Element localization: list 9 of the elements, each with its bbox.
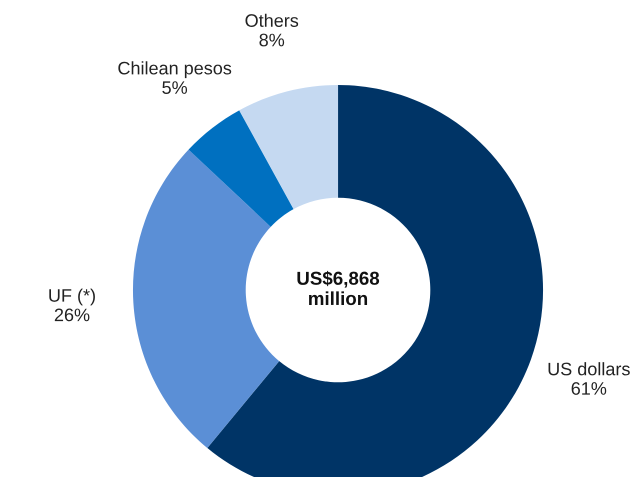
data-label: 8% <box>259 34 284 46</box>
data-label: 5% <box>162 81 188 94</box>
slice-label: UF (*) <box>49 288 95 306</box>
text: US$6,868 million <box>297 270 380 306</box>
slice-label: Others <box>245 14 298 27</box>
slice-label: US dollars <box>548 362 630 376</box>
data-label: 61% <box>572 382 606 395</box>
slice-label: Chilean pesos <box>118 61 232 78</box>
data-label: 26% <box>54 308 90 322</box>
